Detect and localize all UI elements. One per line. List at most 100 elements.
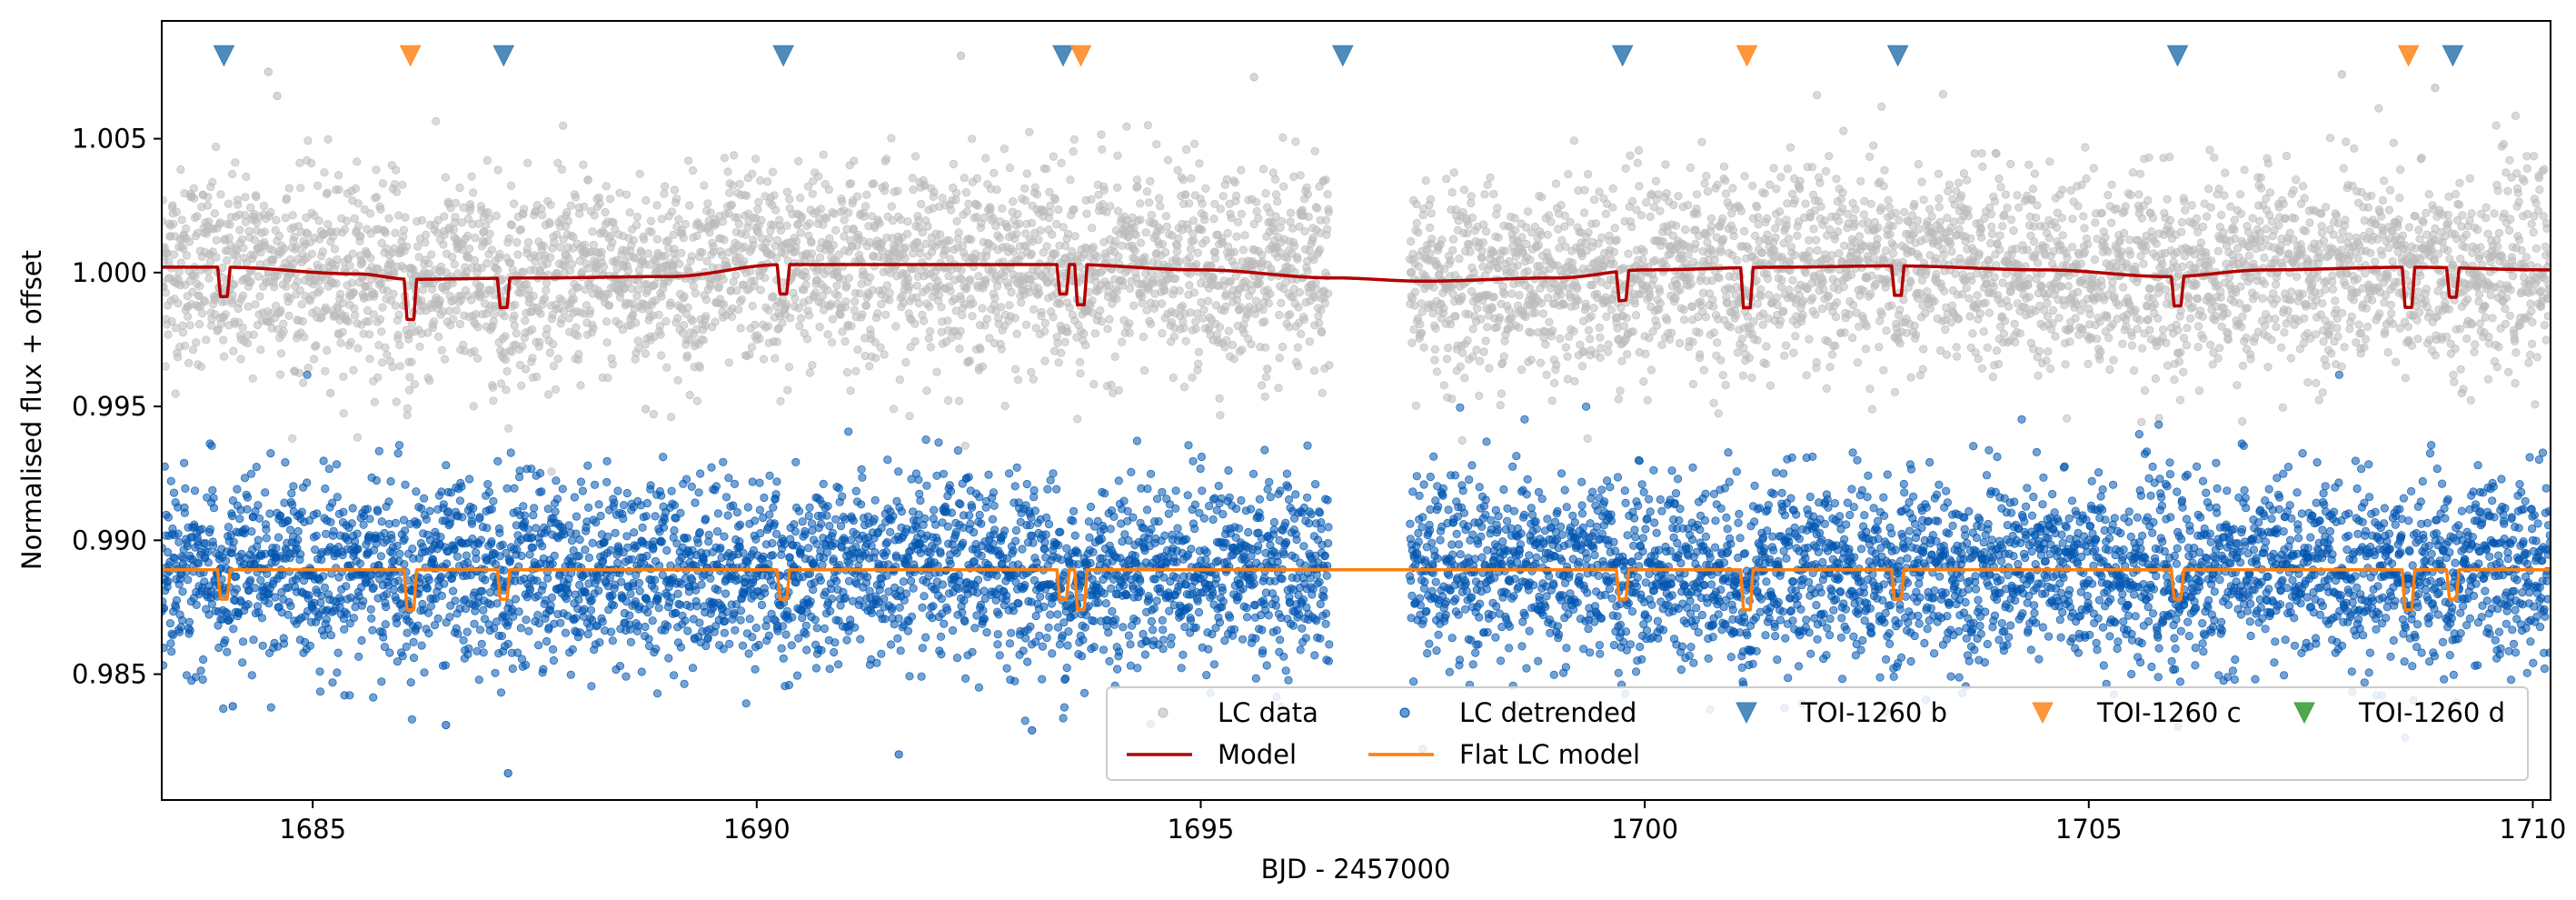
lc-data-point (2024, 274, 2033, 284)
lc-data-point (532, 372, 542, 382)
lc-data-point (2021, 303, 2030, 312)
lc-data-point (1745, 354, 1755, 363)
lc-data-point (1500, 246, 1510, 255)
lc-data-point (1895, 305, 1905, 315)
lc-data-point (1821, 166, 1831, 175)
lc-data-point (477, 264, 486, 273)
lc-data-point (955, 396, 964, 405)
lc-data-point (1813, 91, 1822, 100)
lc-data-point (1641, 349, 1650, 358)
lc-data-point (1848, 300, 1858, 310)
lc-data-point (1061, 241, 1070, 250)
lc-data-point (657, 215, 667, 224)
lc-data-point (1848, 333, 1857, 343)
lc-data-point (1047, 266, 1057, 276)
lc-data-point (1136, 215, 1145, 225)
lc-data-point (474, 219, 483, 228)
lc-data-point (2080, 224, 2089, 233)
lc-data-point (1840, 328, 1849, 337)
lc-data-point (1099, 185, 1109, 195)
lc-data-point (398, 180, 407, 189)
lc-data-point (1431, 324, 1440, 333)
lc-data-point (1801, 199, 1810, 208)
lc-data-point (309, 355, 319, 364)
lc-data-point (1586, 312, 1596, 321)
lc-data-point (2048, 318, 2057, 328)
lc-data-point (667, 207, 677, 216)
lc-data-point (318, 247, 327, 256)
lc-data-point (1775, 207, 1785, 216)
lc-data-point (423, 328, 433, 337)
lc-data-point (467, 172, 476, 181)
lc-data-point (1656, 299, 1665, 308)
lc-data-point (1856, 176, 1865, 185)
lc-data-point (765, 234, 774, 243)
lc-data-point (249, 330, 258, 339)
lc-data-point (1027, 367, 1036, 376)
lc-data-point (1861, 345, 1871, 354)
lc-data-point (1488, 247, 1498, 256)
lc-data-point (1925, 205, 1934, 214)
lc-data-point (967, 235, 976, 245)
lc-data-point (968, 312, 977, 321)
lc-data-point (1895, 339, 1905, 348)
lc-data-point (1247, 285, 1257, 295)
lc-data-point (824, 185, 833, 195)
lc-data-point (1511, 225, 1520, 235)
lc-data-point (1706, 222, 1716, 231)
lc-data-point (909, 185, 918, 195)
lc-data-point (1437, 235, 1447, 245)
lc-data-point (569, 232, 578, 242)
lc-data-point (2048, 305, 2058, 315)
lc-data-point (723, 167, 732, 176)
lc-data-point (1426, 223, 1435, 233)
lc-data-point (914, 298, 923, 308)
lc-data-point (180, 341, 189, 350)
lc-data-point (695, 363, 704, 372)
lc-data-point (1216, 205, 1225, 214)
lc-data-point (749, 240, 758, 249)
lc-data-point (1070, 232, 1079, 241)
lc-data-point (169, 219, 178, 228)
lc-data-point (1463, 229, 1472, 238)
lc-data-point (1798, 296, 1808, 305)
lc-data-point (720, 154, 730, 163)
lc-data-point (1976, 225, 1985, 234)
lc-data-point (1483, 180, 1492, 189)
lc-data-point (1517, 365, 1527, 375)
lc-data-point (990, 168, 999, 177)
lc-data-point (2065, 337, 2074, 346)
lc-data-point (440, 355, 450, 364)
lc-data-point (1088, 296, 1097, 305)
lc-data-point (804, 311, 814, 320)
lc-data-point (981, 275, 990, 285)
lc-data-point (622, 190, 632, 199)
lc-data-point (1144, 198, 1154, 207)
lc-data-point (1218, 192, 1228, 201)
lc-data-point (1110, 352, 1119, 361)
lc-data-point (1278, 342, 1288, 352)
lc-data-point (372, 165, 381, 175)
lc-data-point (1240, 231, 1249, 240)
lc-data-point (1954, 315, 1963, 324)
lc-data-point (1297, 329, 1306, 338)
lc-data-point (1773, 300, 1782, 310)
lc-data-point (1839, 126, 1848, 135)
lc-data-point (1188, 373, 1197, 382)
lc-data-point (597, 247, 606, 256)
lc-data-point (1264, 299, 1273, 308)
lc-data-point (978, 304, 987, 313)
lc-data-point (926, 343, 936, 352)
lc-data-point (1867, 271, 1876, 280)
lc-data-point (1824, 291, 1834, 300)
lc-data-point (238, 323, 247, 332)
lc-data-point (1834, 227, 1843, 236)
lc-data-point (794, 156, 803, 165)
lc-data-point (579, 160, 588, 169)
lc-data-point (440, 212, 449, 221)
lc-data-point (1964, 212, 1973, 221)
lc-data-point (230, 280, 239, 289)
lc-data-point (936, 230, 945, 239)
lc-data-point (1582, 303, 1591, 312)
lc-data-point (1879, 365, 1888, 375)
